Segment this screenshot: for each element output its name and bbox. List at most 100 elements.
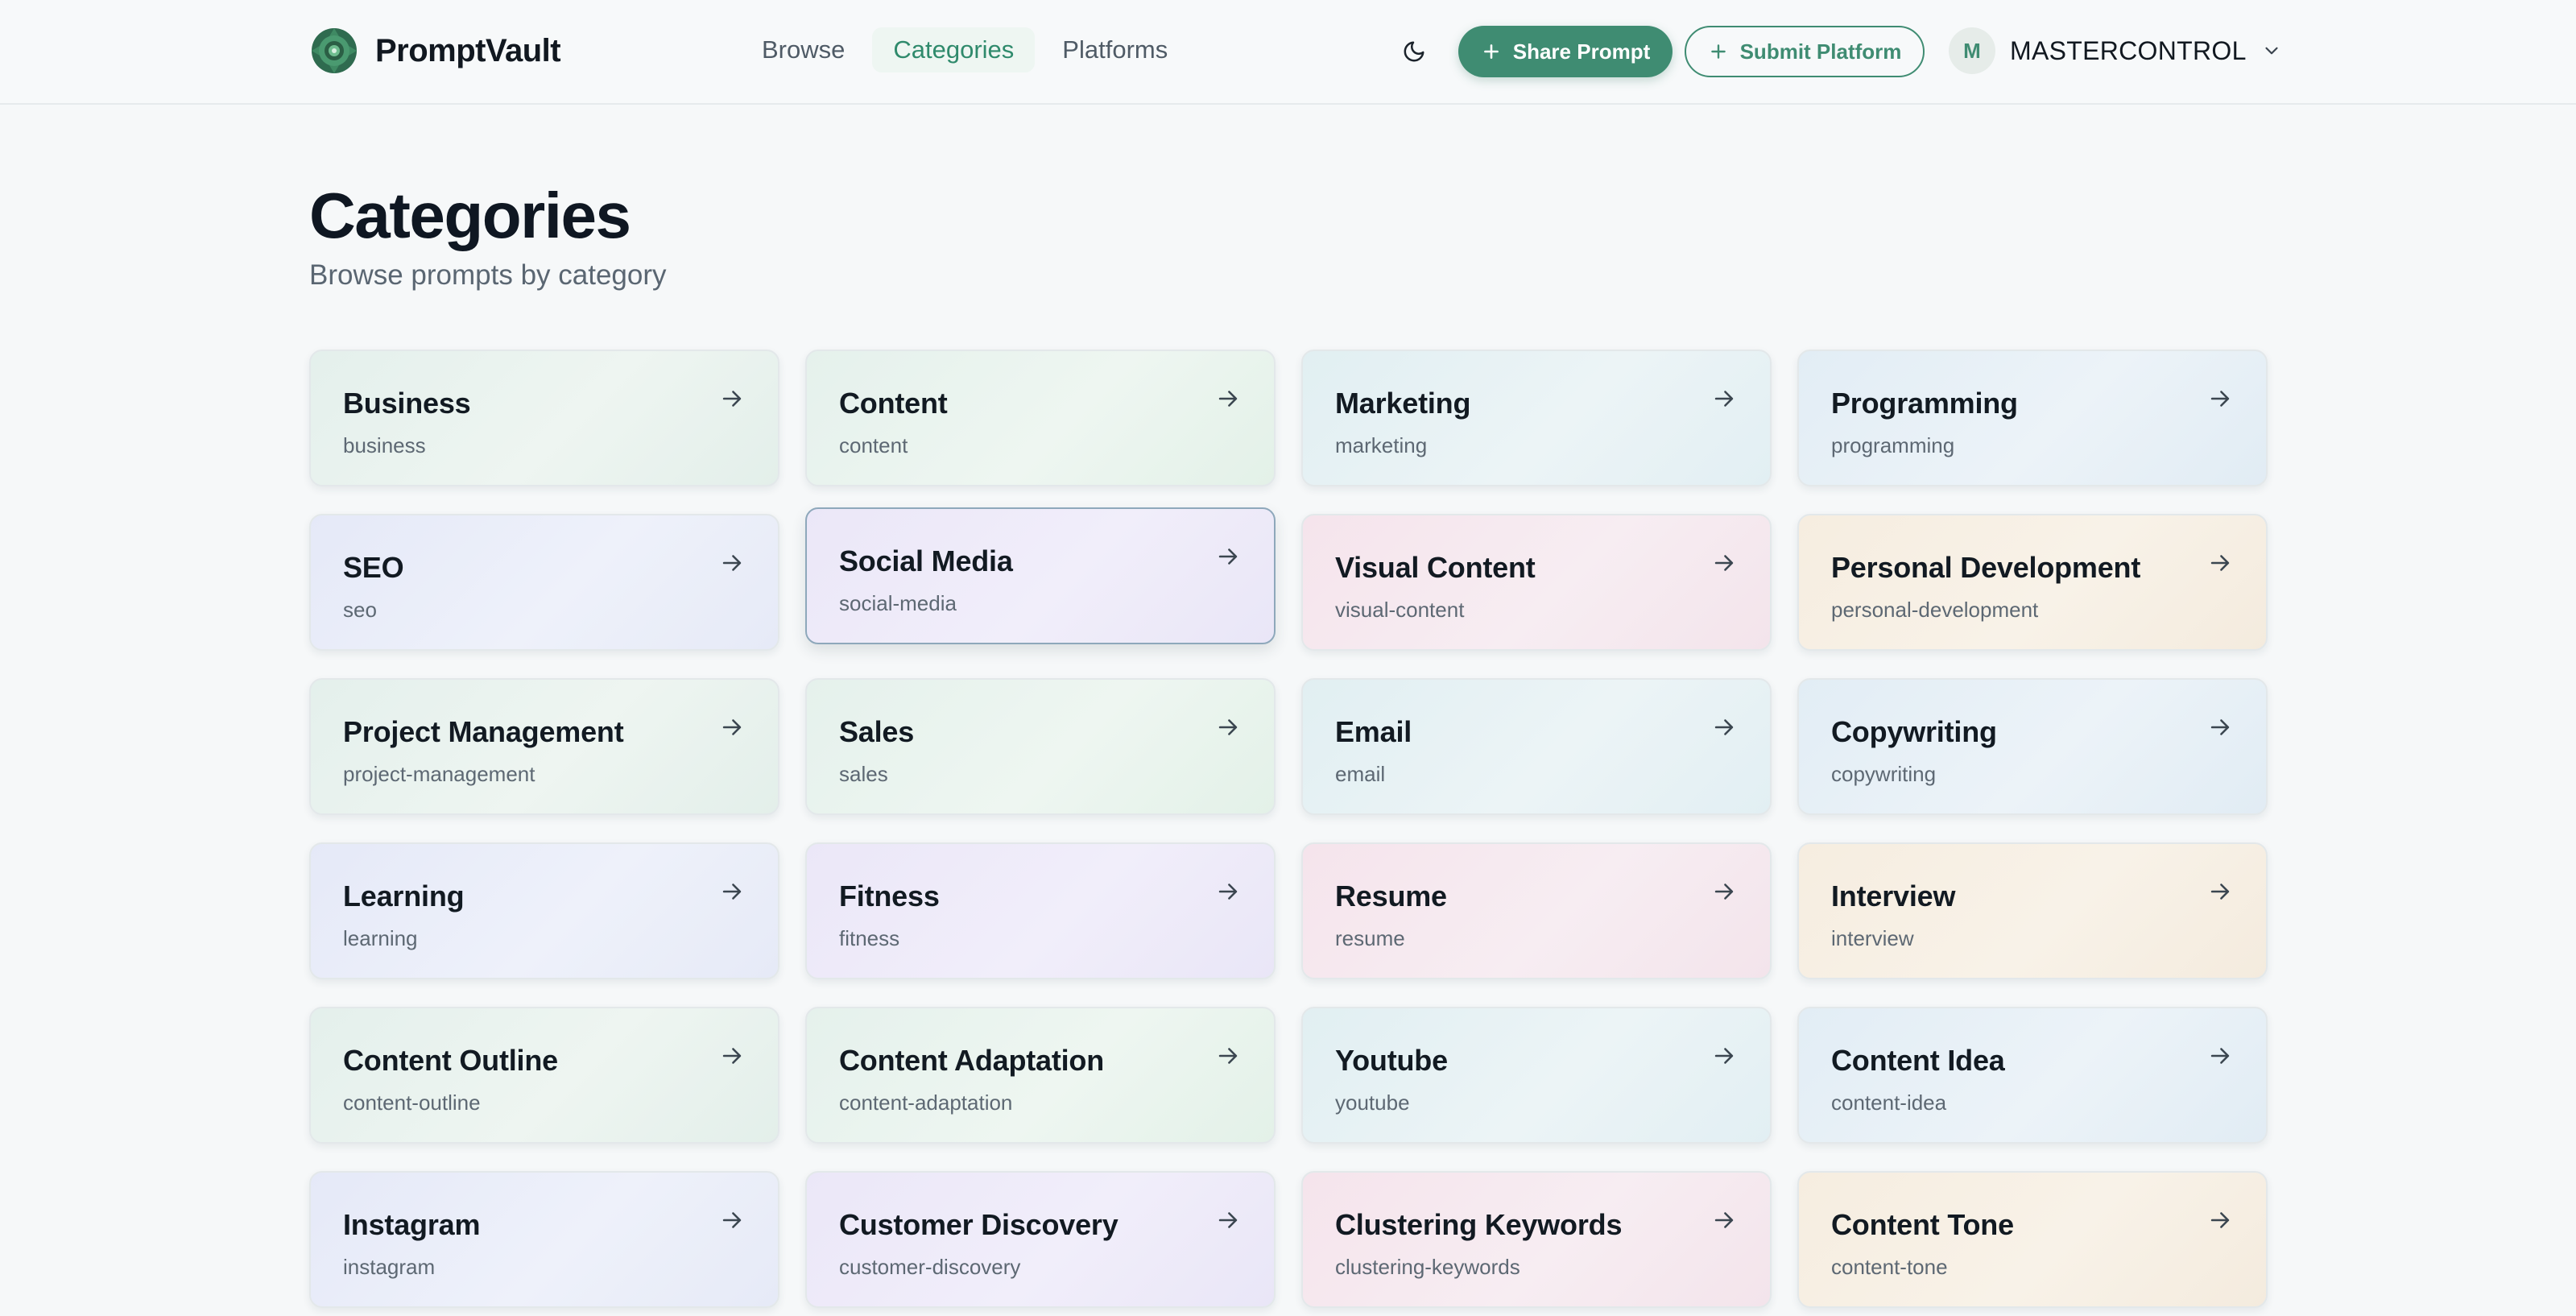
category-card-resume[interactable]: Resume resume [1301,842,1772,979]
page-title: Categories [309,180,631,251]
category-name: Content Idea [1831,1044,2005,1077]
arrow-right-icon [1714,1212,1734,1228]
category-name: Learning [343,879,465,913]
category-slug: content-tone [1831,1255,1948,1279]
category-name: Content [839,387,948,420]
category-card-visual-content[interactable]: Visual Content visual-content [1301,514,1772,651]
category-slug: sales [839,762,888,786]
arrow-right-icon [2210,1212,2230,1228]
nav-platforms[interactable]: Platforms [1062,35,1168,64]
category-card-programming[interactable]: Programming programming [1797,350,2268,486]
category-card-customer-discovery[interactable]: Customer Discovery customer-discovery [805,1171,1276,1308]
arrow-right-icon [722,719,742,735]
category-card-content[interactable]: Content content [805,350,1276,486]
arrow-right-icon [722,1048,742,1064]
category-card-sales[interactable]: Sales sales [805,678,1276,815]
arrow-right-icon [1714,884,1734,900]
arrow-right-icon [722,884,742,900]
arrow-right-icon [2210,884,2230,900]
category-slug: learning [343,926,418,950]
category-name: Resume [1335,879,1447,913]
category-card-social-media[interactable]: Social Media social-media [805,507,1276,644]
category-card-interview[interactable]: Interview interview [1797,842,2268,979]
category-name: Programming [1831,387,2018,420]
category-card-project-management[interactable]: Project Management project-management [309,678,779,815]
category-name: Social Media [839,544,1013,577]
arrow-right-icon [1218,548,1238,565]
category-name: Clustering Keywords [1335,1208,1623,1241]
category-card-instagram[interactable]: Instagram instagram [309,1171,779,1308]
moon-icon [1404,41,1424,62]
category-name: Business [343,387,471,420]
category-card-content-adaptation[interactable]: Content Adaptation content-adaptation [805,1007,1276,1144]
category-slug: customer-discovery [839,1255,1021,1279]
category-name: Project Management [343,715,624,748]
arrow-right-icon [1218,1212,1238,1228]
category-name: Personal Development [1831,551,2141,584]
category-slug: programming [1831,433,1955,457]
category-card-learning[interactable]: Learning learning [309,842,779,979]
category-name: Sales [839,715,915,748]
arrow-right-icon [2210,719,2230,735]
logo-link[interactable]: PromptVault [309,26,561,76]
user-menu[interactable]: M MASTERCONTROL [1949,27,2282,74]
arrow-right-icon [722,555,742,571]
arrow-right-icon [2210,1048,2230,1064]
category-slug: seo [343,598,377,622]
category-slug: instagram [343,1255,436,1279]
plus-icon [1710,44,1726,59]
category-slug: project-management [343,762,535,786]
category-card-clustering-keywords[interactable]: Clustering Keywords clustering-keywords [1301,1171,1772,1308]
category-slug: content-idea [1831,1090,1947,1115]
user-name: MASTERCONTROL [2010,35,2247,65]
category-name: SEO [343,551,404,584]
category-slug: visual-content [1335,598,1465,622]
arrow-right-icon [1218,391,1238,407]
arrow-right-icon [1714,719,1734,735]
category-card-personal-development[interactable]: Personal Development personal-developmen… [1797,514,2268,651]
category-name: Fitness [839,879,940,913]
theme-toggle-button[interactable] [1395,32,1433,71]
category-card-fitness[interactable]: Fitness fitness [805,842,1276,979]
category-name: Content Adaptation [839,1044,1105,1077]
category-card-content-tone[interactable]: Content Tone content-tone [1797,1171,2268,1308]
category-card-email[interactable]: Email email [1301,678,1772,815]
category-card-youtube[interactable]: Youtube youtube [1301,1007,1772,1144]
category-name: Email [1335,715,1412,748]
arrow-right-icon [2210,391,2230,407]
category-name: Content Outline [343,1044,558,1077]
category-slug: business [343,433,426,457]
submit-platform-button[interactable]: Submit Platform [1685,26,1925,77]
arrow-right-icon [1714,1048,1734,1064]
nav-browse[interactable]: Browse [762,35,846,64]
main-nav: Browse Categories Platforms [741,27,1189,72]
share-prompt-button[interactable]: Share Prompt [1458,26,1673,77]
arrow-right-icon [1218,719,1238,735]
submit-platform-label: Submit Platform [1739,39,1902,64]
category-slug: clustering-keywords [1335,1255,1520,1279]
category-name: Customer Discovery [839,1208,1118,1241]
category-slug: fitness [839,926,900,950]
arrow-right-icon [722,391,742,407]
category-name: Instagram [343,1208,481,1241]
category-slug: marketing [1335,433,1428,457]
category-slug: personal-development [1831,598,2039,622]
category-card-copywriting[interactable]: Copywriting copywriting [1797,678,2268,815]
category-card-seo[interactable]: SEO seo [309,514,779,651]
category-slug: interview [1831,926,1914,950]
category-grid: Business business Content content Market… [309,350,2268,1308]
page-subtitle: Browse prompts by category [309,259,667,291]
category-slug: youtube [1335,1090,1410,1115]
avatar: M [1949,27,1995,74]
category-card-marketing[interactable]: Marketing marketing [1301,350,1772,486]
category-card-business[interactable]: Business business [309,350,779,486]
app-name: PromptVault [375,32,561,68]
category-card-content-outline[interactable]: Content Outline content-outline [309,1007,779,1144]
category-card-content-idea[interactable]: Content Idea content-idea [1797,1007,2268,1144]
category-slug: content [839,433,908,457]
logo-icon [312,28,357,73]
category-name: Visual Content [1335,551,1536,584]
category-slug: content-outline [343,1090,481,1115]
category-name: Youtube [1335,1044,1448,1077]
nav-categories[interactable]: Categories [872,27,1036,72]
